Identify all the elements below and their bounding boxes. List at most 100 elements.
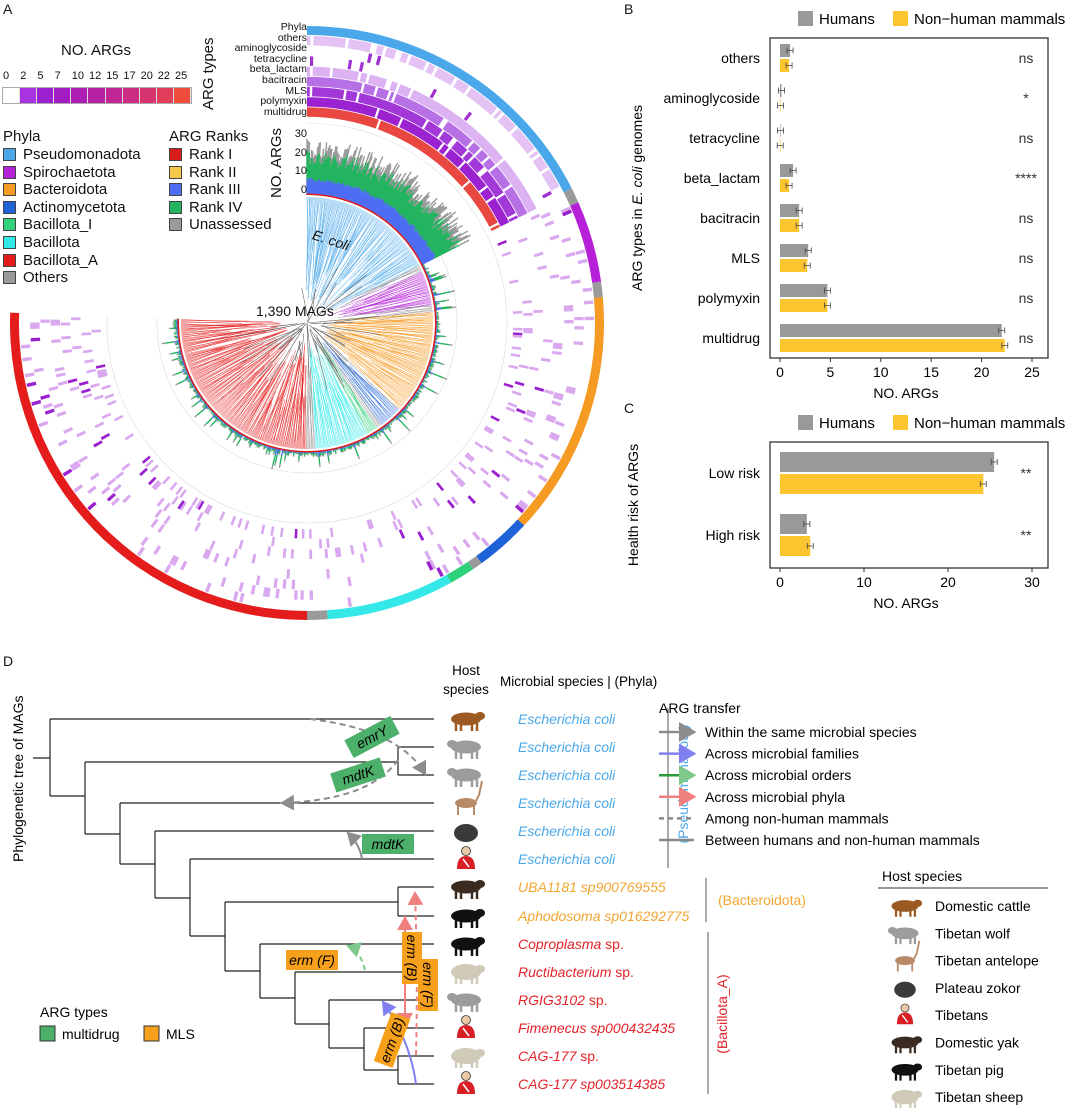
host-legend-label: Domestic cattle [935, 898, 1031, 914]
heatmap-cell [488, 105, 498, 116]
arg-count-bar [403, 408, 408, 412]
arg-count-bar [410, 174, 419, 185]
heatmap-cell [508, 364, 519, 370]
arg-count-bar [206, 406, 209, 409]
tree-branch [367, 372, 401, 409]
heatmap-cell [324, 97, 328, 108]
tree-branch [315, 343, 358, 439]
significance-label: ** [1021, 465, 1032, 481]
error-bar [990, 459, 998, 465]
arg-count-bar [391, 420, 394, 423]
x-tick-label: 15 [923, 364, 939, 380]
tree-branch [310, 355, 319, 449]
heatmap-cell [337, 109, 342, 120]
arg-count-bar [273, 450, 276, 454]
heatmap-cell [275, 588, 280, 599]
tree-branch [189, 329, 287, 368]
heatmap-cell [523, 330, 533, 334]
heatmap-cell [489, 183, 500, 192]
arg-count-bar [210, 408, 213, 411]
arg-count-bar [387, 426, 391, 431]
heatmap-cell [476, 199, 486, 207]
heatmap-cell [554, 420, 565, 428]
tree-branch [367, 342, 426, 366]
arg-count-bar [330, 156, 337, 181]
arg-count-bar [415, 389, 418, 392]
arg-count-bar [377, 201, 388, 216]
heatmap-cell [494, 172, 505, 182]
heatmap-cell [430, 150, 439, 160]
significance-label: **** [1015, 170, 1037, 186]
arg-count-bar [375, 181, 387, 200]
arg-count-bar [195, 387, 198, 390]
arg-count-bar [244, 434, 247, 437]
pig-icon [891, 1063, 923, 1081]
arg-count-bar [376, 202, 385, 215]
heatmap-cell [370, 75, 376, 86]
scale-tick: 5 [37, 70, 44, 82]
arg-count-bar [202, 404, 206, 408]
heatmap-cell [351, 70, 357, 81]
arg-count-bar [188, 375, 191, 378]
heatmap-cell [373, 75, 379, 86]
heatmap-cell [417, 105, 425, 115]
heatmap-cell [410, 101, 418, 112]
arg-count-bar [441, 306, 452, 310]
tree-branch [84, 746, 434, 835]
arg-count-bar [371, 432, 374, 435]
tree-branch [369, 332, 431, 348]
arg-count-bar [411, 247, 414, 250]
heatmap-cell [475, 149, 485, 159]
arg-count-bar [413, 396, 416, 399]
legend-label: Spirochaetota [23, 163, 116, 181]
scale-swatch [105, 88, 123, 103]
tree-branch [245, 350, 292, 434]
arg-count-bar [340, 184, 346, 199]
heatmap-cell [510, 353, 521, 358]
arg-count-bar [425, 376, 428, 379]
arg-count-bar [427, 372, 431, 375]
arg-count-bar [421, 379, 424, 382]
scale-tick: 7 [54, 70, 61, 82]
heatmap-cell [366, 53, 373, 64]
gene-label-box [362, 834, 414, 854]
heatmap-cell [100, 486, 111, 495]
arg-count-bar [357, 440, 360, 443]
tree-branch [242, 362, 285, 432]
arg-count-bar [447, 235, 455, 241]
error-bar [1001, 342, 1009, 349]
heatmap-cell [51, 339, 61, 344]
arg-count-bar [355, 203, 358, 206]
arg-count-bar [194, 414, 198, 418]
tree-branch [328, 253, 413, 311]
heatmap-cell [455, 555, 464, 566]
heatmap-cell [506, 210, 516, 218]
arg-count-bar [198, 398, 203, 403]
heatmap-cell [162, 502, 171, 512]
tree-branch [240, 330, 295, 364]
arg-count-bar [405, 188, 411, 196]
heatmap-cell [329, 527, 334, 538]
heatmap-cell [365, 84, 371, 95]
heatmap-cell [282, 548, 287, 559]
arg-count-bar [400, 172, 407, 182]
heatmap-cell [480, 537, 490, 547]
arg-count-bar [429, 202, 437, 210]
arg-count-bar [419, 250, 433, 260]
arg-count-bar [199, 395, 201, 398]
heatmap-cell [439, 106, 447, 117]
arg-count-bar [374, 198, 384, 213]
arg-count-bar [387, 421, 390, 424]
tree-branch [358, 308, 433, 315]
heatmap-cell [522, 300, 532, 304]
heatmap-cell [62, 349, 72, 354]
heatmap-cell [348, 101, 353, 112]
tree-branch [311, 197, 319, 285]
heatmap-cell [426, 110, 435, 121]
heatmap-cell [341, 110, 346, 121]
tree-branch [375, 369, 410, 397]
arg-count-bar [385, 167, 392, 177]
arg-count-bar [321, 153, 327, 180]
heatmap-cell [390, 125, 397, 136]
species-name: Ructibacterium [518, 964, 612, 980]
